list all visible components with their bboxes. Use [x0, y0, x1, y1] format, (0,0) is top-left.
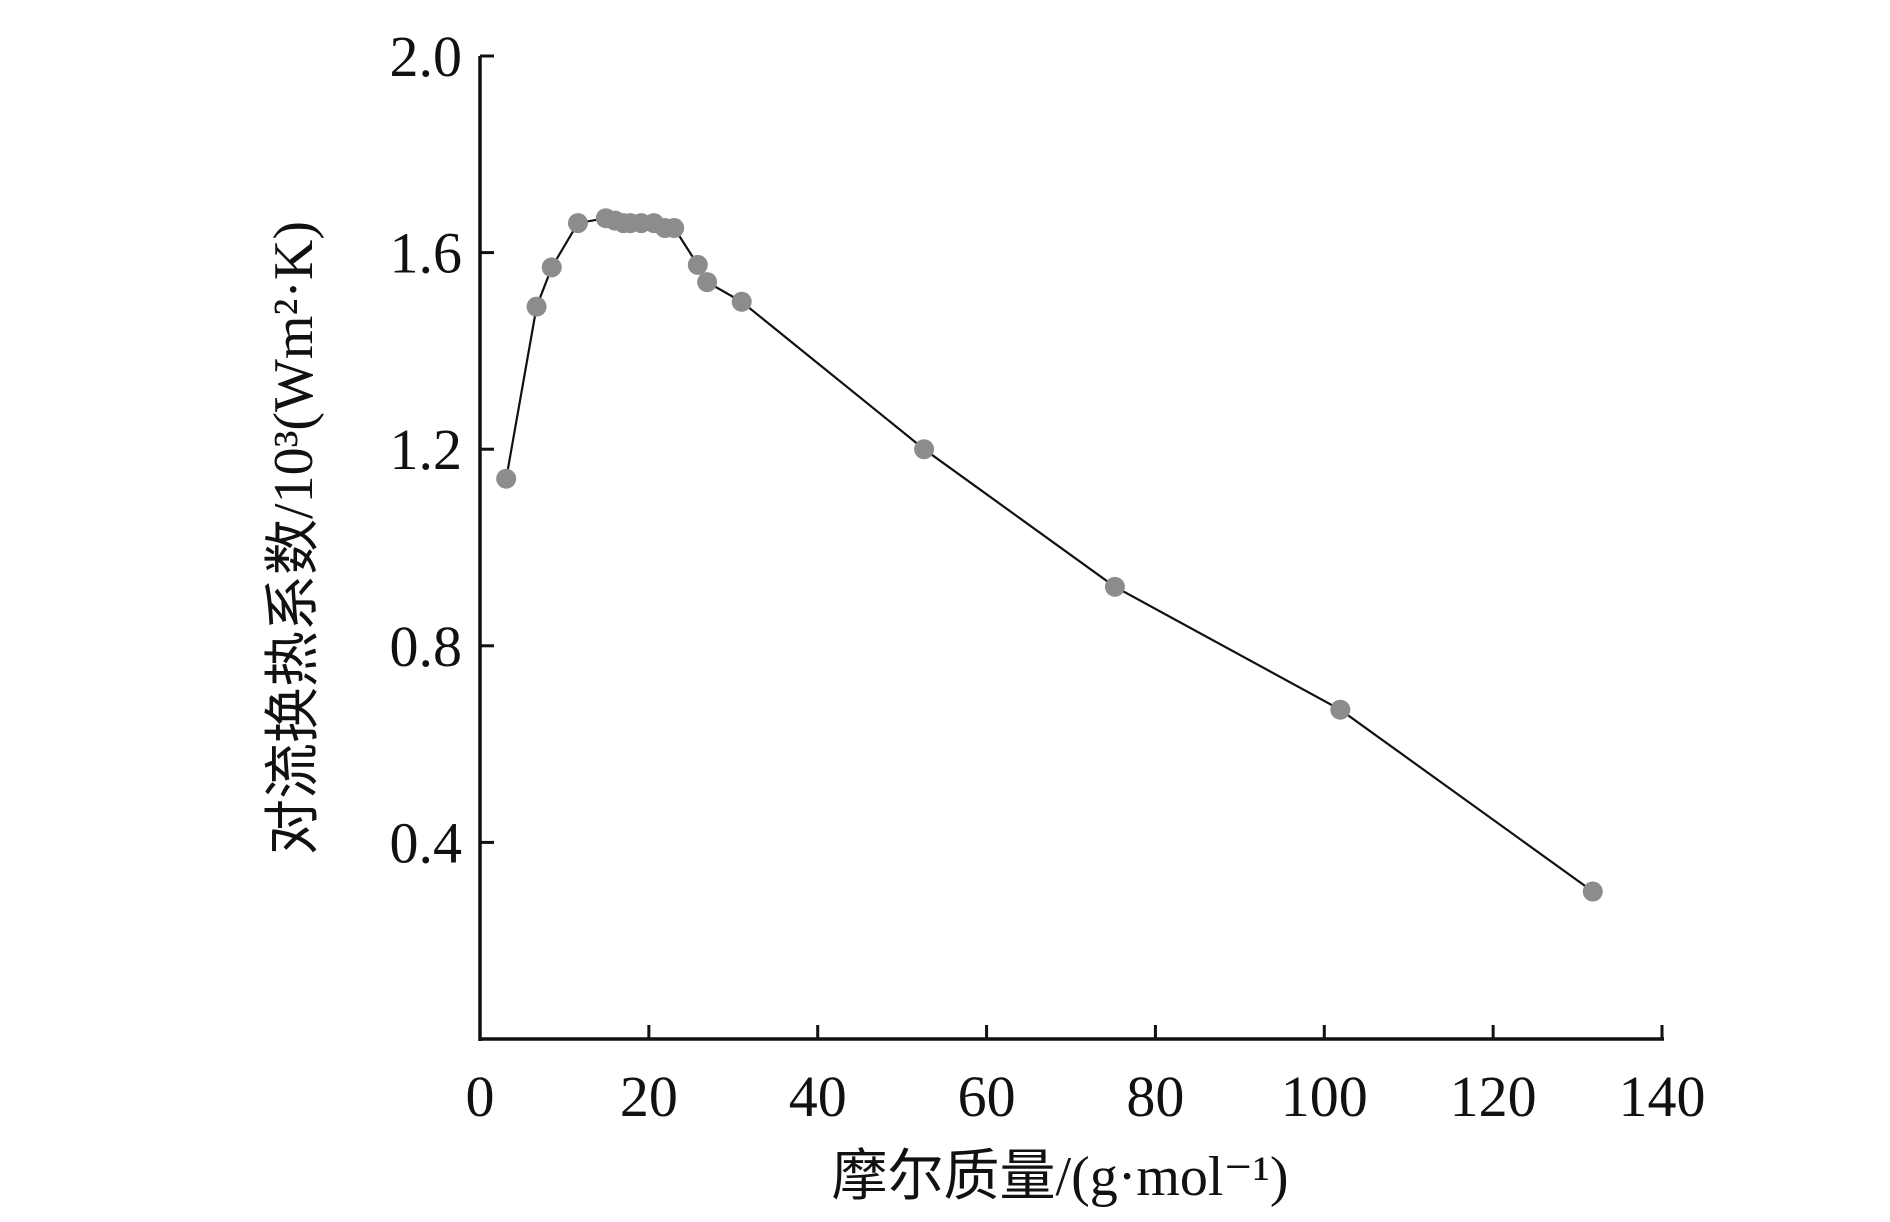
data-point — [1104, 576, 1125, 597]
data-point — [1330, 699, 1351, 720]
y-tick-label: 0.8 — [390, 614, 463, 679]
x-tick-label: 100 — [1281, 1064, 1368, 1129]
data-point — [914, 439, 935, 460]
y-tick-label: 1.2 — [390, 417, 463, 482]
x-tick-label: 0 — [466, 1064, 495, 1129]
data-point — [731, 291, 752, 312]
y-axis-title: 对流换热系数/10³(Wm²·K) — [263, 221, 325, 855]
series — [496, 208, 1603, 902]
y-tick-label: 2.0 — [390, 24, 463, 89]
data-point — [1582, 881, 1603, 902]
y-tick-label: 0.4 — [390, 810, 463, 875]
data-point — [541, 257, 562, 278]
x-tick-label: 140 — [1619, 1064, 1706, 1129]
data-point — [664, 218, 685, 239]
x-tick-label: 40 — [789, 1064, 847, 1129]
data-point — [687, 254, 708, 275]
x-tick-label: 120 — [1450, 1064, 1537, 1129]
x-tick-label: 20 — [620, 1064, 678, 1129]
y-tick-label: 1.6 — [390, 221, 463, 286]
ticks: 0 20 40 60 80 100 120 140 0.4 0.8 1.2 1.6 2.0 — [390, 24, 1706, 1129]
x-tick-label: 80 — [1126, 1064, 1184, 1129]
data-point — [697, 272, 718, 293]
x-tick-label: 60 — [958, 1064, 1016, 1129]
data-point — [526, 296, 547, 317]
data-point — [567, 213, 588, 234]
x-axis-title: 摩尔质量/(g·mol⁻¹) — [832, 1146, 1289, 1208]
axes — [478, 56, 1664, 1041]
series-line — [505, 217, 1594, 893]
data-point — [496, 468, 517, 489]
